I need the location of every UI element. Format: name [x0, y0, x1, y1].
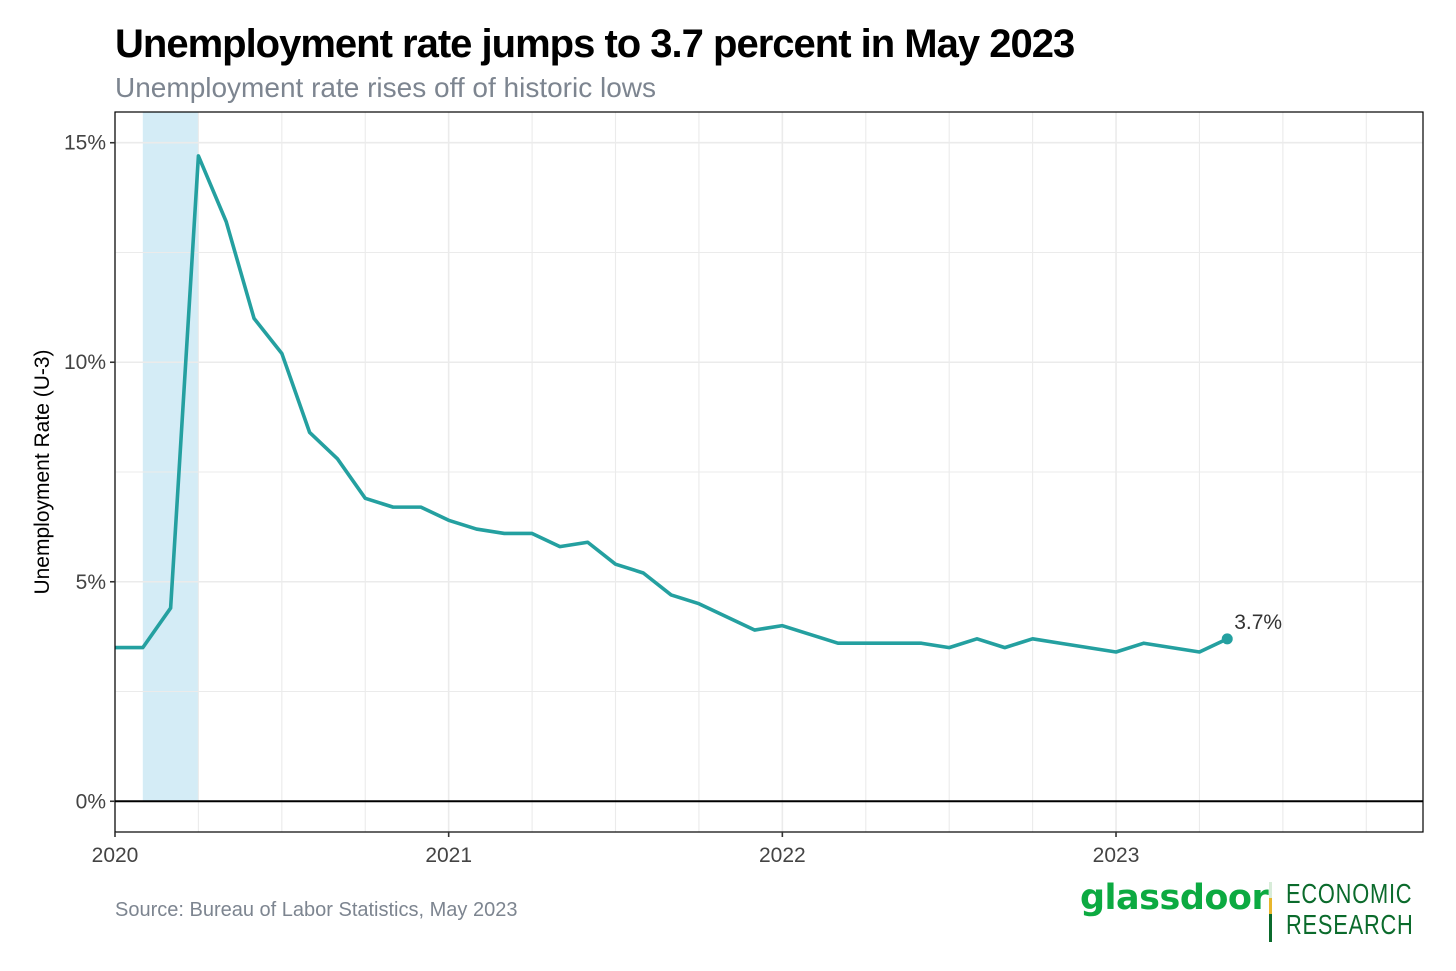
data-point-2021-12 — [753, 628, 757, 632]
logo-line-2: RESEARCH — [1286, 909, 1414, 940]
chart-subtitle: Unemployment rate rises off of historic … — [115, 72, 657, 103]
data-point-2023-02 — [1142, 641, 1146, 645]
data-point-2023-04 — [1197, 650, 1201, 654]
logo-line-1: ECONOMIC — [1286, 878, 1413, 909]
data-point-2020-11 — [391, 505, 395, 509]
plot-panel-border — [114, 111, 1424, 833]
logo-divider — [1269, 882, 1272, 942]
data-point-2022-12 — [1086, 646, 1090, 650]
data-point-2022-03 — [836, 641, 840, 645]
x-tick-label: 2022 — [759, 844, 806, 867]
data-point-2023-01 — [1114, 650, 1118, 654]
chart-title: Unemployment rate jumps to 3.7 percent i… — [115, 22, 1075, 66]
data-point-2021-04 — [530, 531, 534, 535]
data-point-2022-09 — [1003, 646, 1007, 650]
data-point-2022-08 — [975, 637, 979, 641]
data-point-2022-07 — [947, 646, 951, 650]
data-point-2020-07 — [280, 351, 284, 355]
labels-layer: 3.7% 0% 5% 10% 15% 2020 2021 2022 2023 Unemployme… — [31, 132, 1282, 867]
y-tick-label: 5% — [76, 571, 106, 594]
data-point-2021-06 — [586, 540, 590, 544]
data-point-2020-12 — [419, 505, 423, 509]
data-point-2021-07 — [614, 562, 618, 566]
data-point-2021-02 — [474, 527, 478, 531]
data-point-2022-02 — [808, 632, 812, 636]
y-axis-label: Unemployment Rate (U-3) — [31, 349, 54, 594]
data-point-2020-03 — [169, 606, 173, 610]
data-point-2020-04 — [196, 154, 200, 158]
y-tick-label: 0% — [76, 790, 106, 813]
axes-layer — [110, 111, 1424, 837]
data-point-2022-11 — [1058, 641, 1062, 645]
end-point-marker — [1221, 633, 1233, 645]
data-point-2020-10 — [363, 496, 367, 500]
data-point-2020-09 — [335, 457, 339, 461]
data-point-2021-09 — [669, 593, 673, 597]
data-point-2020-06 — [252, 316, 256, 320]
glassdoor-economic-research-logo: glassdoor ECONOMIC RESEARCH — [1080, 878, 1430, 944]
series-layer — [115, 154, 1233, 654]
logo-brand-wordmark: glassdoor — [1080, 878, 1269, 918]
x-tick-label: 2020 — [92, 844, 139, 867]
x-tick-label: 2023 — [1093, 844, 1140, 867]
recession-shade — [142, 112, 199, 802]
data-point-2020-08 — [308, 430, 312, 434]
x-tick-label: 2021 — [425, 844, 472, 867]
data-point-2021-03 — [502, 531, 506, 535]
source-note: Source: Bureau of Labor Statistics, May … — [115, 899, 518, 921]
data-point-2022-05 — [892, 641, 896, 645]
logo-subtitle: ECONOMIC RESEARCH — [1286, 878, 1414, 940]
series-line — [115, 154, 1229, 654]
y-tick-label: 15% — [64, 132, 106, 155]
data-point-2022-06 — [919, 641, 923, 645]
data-point-2021-01 — [447, 518, 451, 522]
data-point-2022-10 — [1031, 637, 1035, 641]
data-point-2022-04 — [864, 641, 868, 645]
data-point-2021-11 — [725, 615, 729, 619]
data-point-2021-08 — [641, 571, 645, 575]
end-value-label: 3.7% — [1234, 611, 1282, 634]
data-point-2022-01 — [780, 624, 784, 628]
data-point-2021-10 — [697, 602, 701, 606]
y-tick-label: 10% — [64, 351, 106, 374]
data-point-2020-05 — [224, 220, 228, 224]
data-point-2023-03 — [1170, 646, 1174, 650]
data-point-2021-05 — [558, 545, 562, 549]
data-point-2020-02 — [141, 646, 145, 650]
